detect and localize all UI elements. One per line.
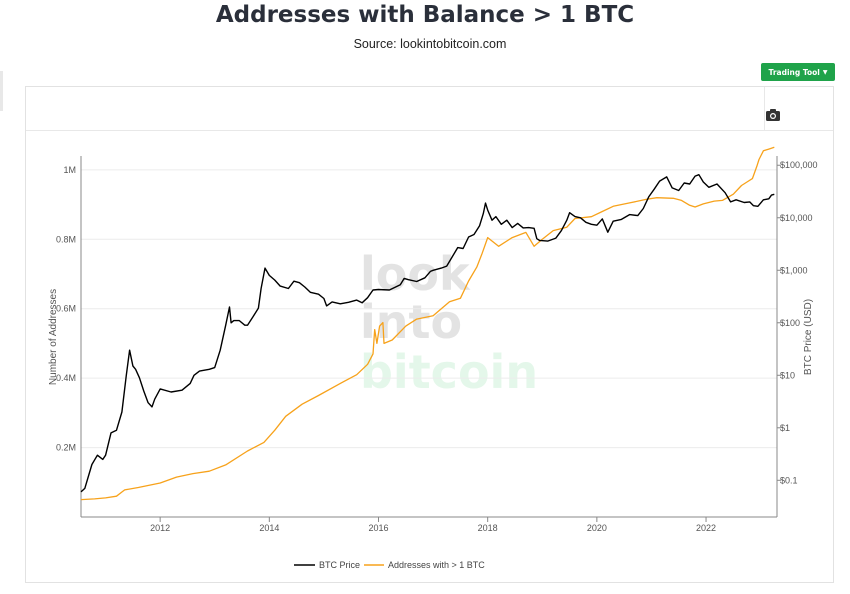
y-left-tick-label: 0.6M bbox=[56, 304, 76, 314]
legend-label-btc-price: BTC Price bbox=[319, 560, 360, 570]
x-tick-label: 2016 bbox=[368, 523, 388, 533]
y-left-tick-label: 1M bbox=[63, 165, 76, 175]
toolbar-divider bbox=[26, 130, 833, 131]
chevron-down-icon: ▼ bbox=[822, 68, 828, 76]
legend-label-addresses: Addresses with > 1 BTC bbox=[388, 560, 485, 570]
series bbox=[80, 146, 775, 501]
y-axis-right-title: BTC Price (USD) bbox=[803, 299, 814, 375]
x-tick-label: 2014 bbox=[259, 523, 279, 533]
legend-item-addresses[interactable]: Addresses with > 1 BTC bbox=[364, 560, 485, 570]
x-tick-label: 2022 bbox=[696, 523, 716, 533]
x-tick-label: 2020 bbox=[587, 523, 607, 533]
grid bbox=[81, 169, 777, 449]
y-left-tick-label: 0.8M bbox=[56, 234, 76, 244]
x-tick-label: 2012 bbox=[150, 523, 170, 533]
watermark-logo: look into bitcoin bbox=[360, 247, 538, 399]
side-panel-edge bbox=[0, 71, 3, 111]
y-left-tick-label: 0.2M bbox=[56, 443, 76, 453]
legend-item-btc-price[interactable]: BTC Price bbox=[294, 560, 360, 570]
trading-tool-button[interactable]: Trading Tool ▼ bbox=[761, 63, 835, 81]
chart-container bbox=[25, 86, 834, 583]
y-right-tick-label: $10,000 bbox=[780, 213, 813, 223]
axes bbox=[80, 156, 778, 518]
y-left-tick-label: 0.4M bbox=[56, 373, 76, 383]
y-right-tick-label: $10 bbox=[780, 370, 795, 380]
y-right-tick-label: $0.1 bbox=[780, 475, 798, 485]
x-tick-label: 2018 bbox=[478, 523, 498, 533]
legend: BTC Price Addresses with > 1 BTC bbox=[294, 560, 485, 570]
y-axis-left-title: Number of Addresses bbox=[48, 289, 59, 385]
y-right-tick-label: $100 bbox=[780, 318, 800, 328]
series-line-btc-price bbox=[80, 174, 775, 493]
page-subtitle: Source: lookintobitcoin.com bbox=[353, 37, 507, 51]
tick-labels: 0.2M 0.4M 0.6M 0.8M 1M $0.1 $1 $10 $100 $1,000 $10… bbox=[56, 160, 818, 533]
watermark-text-look: look bbox=[360, 247, 471, 301]
page-title: Addresses with Balance > 1 BTC bbox=[215, 2, 635, 28]
series-line-addresses bbox=[80, 146, 775, 501]
screenshot-button[interactable] bbox=[764, 106, 782, 124]
watermark-text-bitcoin: bitcoin bbox=[360, 345, 538, 399]
camera-icon bbox=[766, 109, 780, 121]
y-right-tick-label: $100,000 bbox=[780, 160, 818, 170]
y-right-tick-label: $1,000 bbox=[780, 265, 808, 275]
y-right-tick-label: $1 bbox=[780, 423, 790, 433]
trading-tool-label: Trading Tool bbox=[768, 67, 820, 77]
toolbar-divider-vertical bbox=[764, 87, 765, 130]
